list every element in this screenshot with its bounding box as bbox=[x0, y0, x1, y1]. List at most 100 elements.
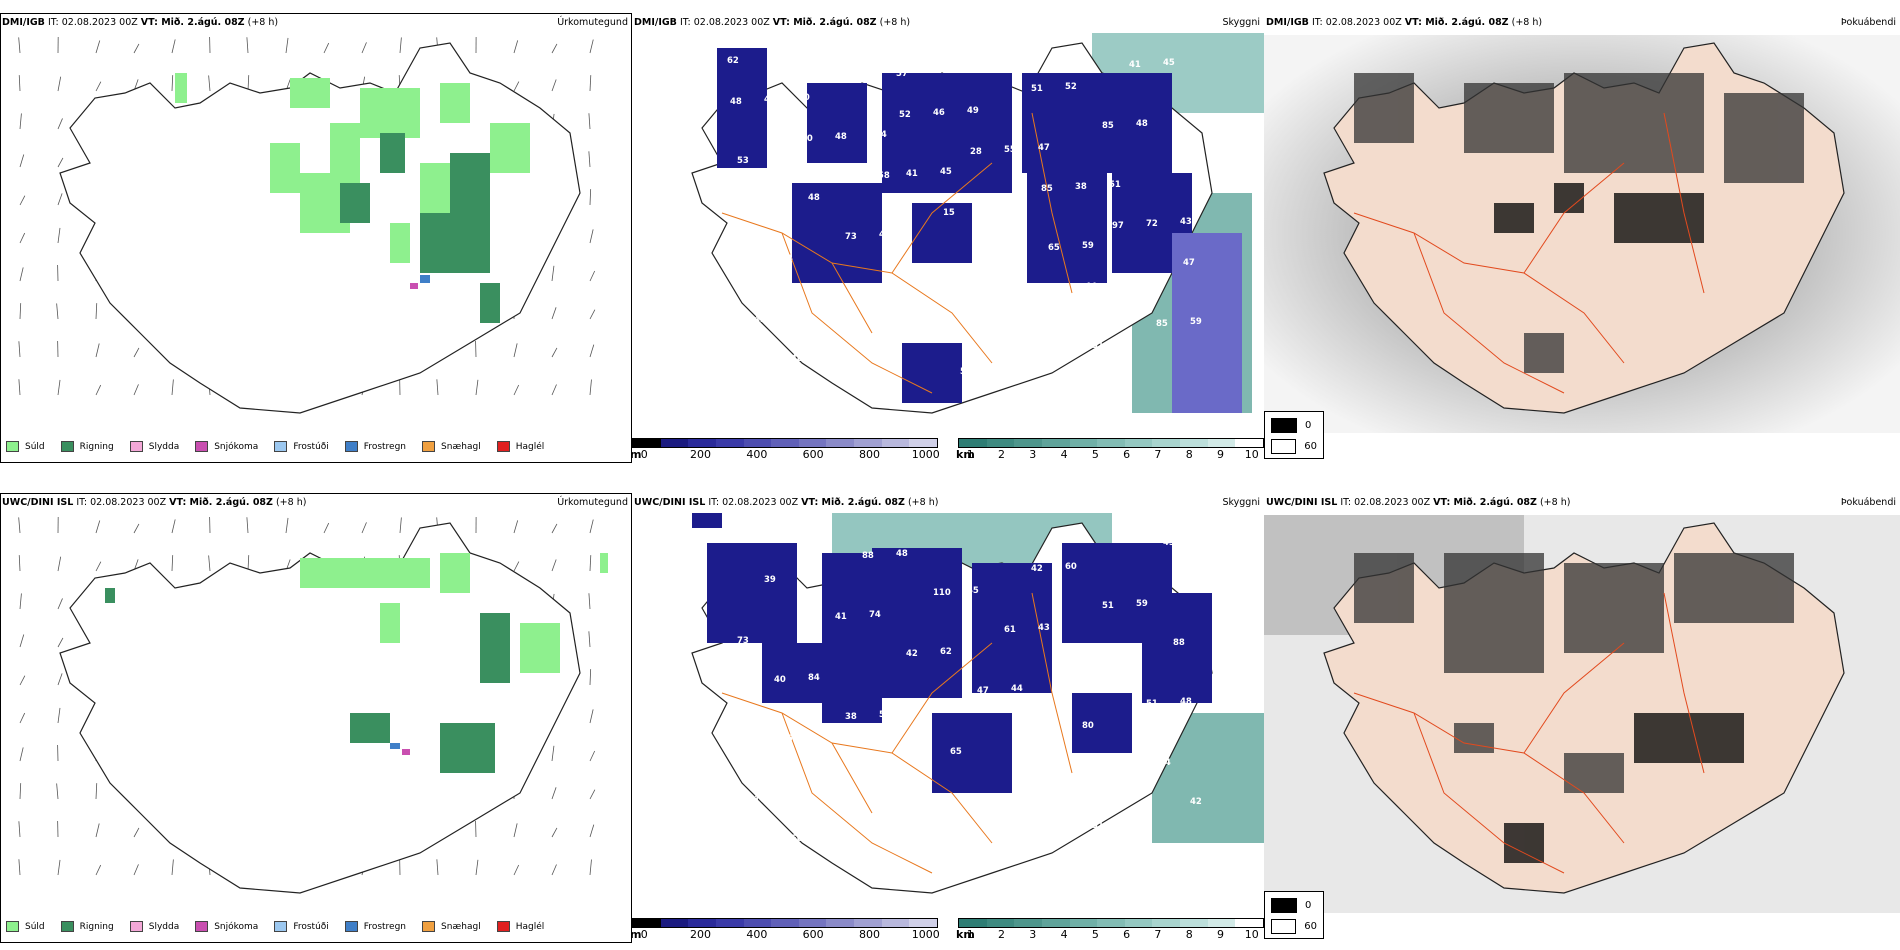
cloud-base-label: 110 bbox=[933, 588, 951, 598]
cloud-base-label: 41 bbox=[818, 293, 830, 303]
colorbar-unit: km bbox=[956, 928, 975, 941]
precip-panel-bottom: UWC/DINI ISL IT: 02.08.2023 00Z VT: Mið.… bbox=[0, 493, 632, 943]
legend-item: Frostúði bbox=[274, 441, 329, 452]
wind-barb bbox=[171, 39, 176, 54]
colorbar-cell bbox=[826, 919, 855, 927]
colorbar-cell bbox=[743, 439, 772, 447]
wind-barb bbox=[133, 827, 140, 838]
cloud-base-label: 38 bbox=[1014, 245, 1026, 255]
colorbar-unit: m bbox=[632, 448, 642, 461]
wind-barb bbox=[57, 76, 62, 92]
cloud-base-label: 85 bbox=[1041, 184, 1053, 194]
wind-barb bbox=[57, 598, 63, 610]
wind-barb bbox=[513, 384, 520, 396]
cloud-base-label: 49 bbox=[764, 95, 776, 105]
cloud-base-label: 56 bbox=[1173, 158, 1185, 168]
cloud-base-label: 41 bbox=[835, 612, 847, 622]
wind-barb bbox=[589, 789, 596, 800]
wind-barb bbox=[323, 522, 330, 534]
wind-barb bbox=[18, 37, 21, 54]
field-name: Úrkomutegund bbox=[557, 497, 628, 508]
cloud-base-label: 94 bbox=[825, 832, 837, 842]
cloud-base-label: 88 bbox=[1173, 638, 1185, 648]
cloud-base-label: 59 bbox=[1136, 599, 1148, 609]
wind-barb bbox=[19, 675, 26, 686]
wind-barb bbox=[589, 750, 596, 762]
wind-barb bbox=[513, 40, 519, 54]
wind-barb bbox=[171, 379, 174, 396]
fog-legend: 0 60 bbox=[1264, 411, 1324, 459]
colorbar-tick: 8 bbox=[1185, 928, 1193, 941]
wind-barb bbox=[247, 75, 250, 92]
colorbar-cell bbox=[854, 439, 882, 447]
cloud-base-label: 93 bbox=[852, 771, 864, 781]
legend-item: Slydda bbox=[129, 921, 179, 932]
colorbar-cell bbox=[854, 919, 882, 927]
cloud-base-label: 41 bbox=[906, 169, 918, 179]
wind-barb bbox=[133, 864, 139, 876]
colorbar-cell bbox=[881, 919, 910, 927]
colorbar-cell bbox=[1235, 919, 1264, 927]
cloud-base-label: 47 bbox=[1183, 258, 1195, 268]
cloud-base-label: 102 bbox=[754, 795, 772, 805]
wind-barb bbox=[475, 859, 479, 876]
wind-barb bbox=[18, 517, 21, 534]
colorbar-tick: 600 bbox=[802, 448, 824, 461]
wind-barb bbox=[551, 864, 557, 876]
cloud-base-label: 48 bbox=[923, 328, 935, 338]
cloud-base-label: 51 bbox=[1102, 601, 1114, 611]
colorbar-km: km 1 2 3 4 5 6 7 8 9 10 bbox=[956, 438, 1264, 461]
cloud-base-label: 45 bbox=[940, 167, 952, 177]
cloud-base-label: 56 bbox=[1075, 662, 1087, 672]
wind-barb bbox=[589, 75, 592, 92]
colorbar-cell bbox=[1235, 439, 1264, 447]
wind-barb bbox=[361, 42, 367, 54]
wind-barb bbox=[323, 42, 330, 54]
wind-barb bbox=[95, 520, 101, 534]
colorbar-tick: 400 bbox=[746, 448, 768, 461]
cloud-base-label: 46 bbox=[933, 108, 945, 118]
wind-barb bbox=[95, 40, 101, 54]
colorbar-tick: 6 bbox=[1123, 448, 1131, 461]
wind-barb bbox=[436, 859, 439, 876]
colorbar-tick: 4 bbox=[1060, 448, 1068, 461]
colorbar-km: km 1 2 3 4 5 6 7 8 9 10 bbox=[956, 918, 1264, 941]
wind-barb bbox=[589, 39, 594, 54]
cloud-base-label: 59 bbox=[1190, 317, 1202, 327]
colorbar-cell bbox=[688, 439, 716, 447]
wind-barb bbox=[513, 343, 518, 358]
legend-item: Haglél bbox=[496, 921, 544, 932]
cloud-base-label: 48 bbox=[1180, 697, 1192, 707]
colorbar-cell bbox=[1152, 919, 1181, 927]
field-name: Skyggni bbox=[1222, 497, 1260, 508]
cloud-base-label: 60 bbox=[798, 93, 810, 103]
fog-legend: 0 60 bbox=[1264, 891, 1324, 939]
colorbar-cell bbox=[771, 439, 799, 447]
cloud-base-label: 51 bbox=[1031, 84, 1043, 94]
legend-item: Slydda bbox=[129, 441, 179, 452]
colorbar-km-ticks: km 1 2 3 4 5 6 7 8 9 10 bbox=[956, 928, 1264, 941]
wind-barb bbox=[18, 75, 21, 92]
cloud-base-label: 43 bbox=[1038, 623, 1050, 633]
colorbar-cell bbox=[743, 919, 772, 927]
panel-title: UWC/DINI ISL IT: 02.08.2023 00Z VT: Mið.… bbox=[1266, 497, 1571, 508]
panel-title: DMI/IGB IT: 02.08.2023 00Z VT: Mið. 2.ág… bbox=[1266, 17, 1543, 28]
cloud-base-label: 59 bbox=[818, 773, 830, 783]
colorbar-tick: 8 bbox=[1185, 448, 1193, 461]
cloud-base-label: 44 bbox=[781, 254, 793, 264]
cloud-base-label: 28 bbox=[970, 147, 982, 157]
cloud-base-label: 73 bbox=[737, 636, 749, 646]
cloud-base-label: 104 bbox=[869, 130, 887, 140]
cloud-base-label: 88 bbox=[862, 551, 874, 561]
cloud-panel-top: DMI/IGB IT: 02.08.2023 00Z VT: Mið. 2.ág… bbox=[632, 13, 1264, 463]
cloud-base-label: 63 bbox=[828, 73, 840, 83]
legend-item: Snæhagl bbox=[422, 921, 481, 932]
cloud-base-label: 65 bbox=[950, 747, 962, 757]
colorbar-tick: 1000 bbox=[911, 928, 940, 941]
wind-barb bbox=[57, 556, 62, 572]
colorbar-tick: 1 bbox=[966, 928, 974, 941]
cloud-base-label: 39 bbox=[960, 847, 972, 857]
wind-barb bbox=[246, 37, 249, 54]
cloud-base-label: 65 bbox=[1048, 243, 1060, 253]
legend-item: Frostregn bbox=[344, 441, 406, 452]
